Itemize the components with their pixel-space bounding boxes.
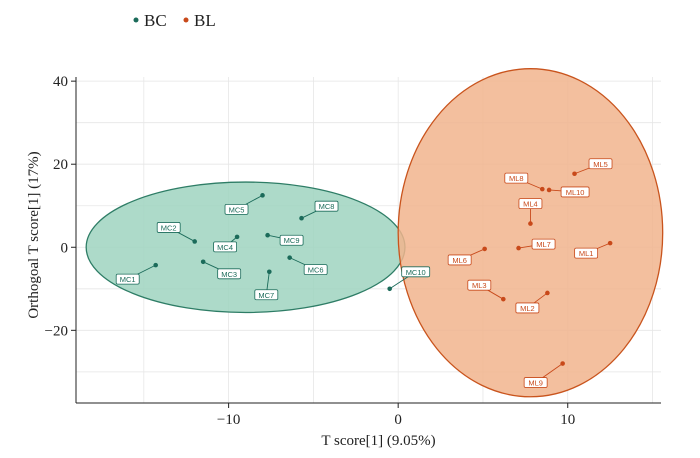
point-label-box bbox=[254, 289, 279, 301]
point-label: ML10 bbox=[566, 188, 585, 197]
point-label-box bbox=[217, 268, 242, 280]
point-label: MC8 bbox=[319, 202, 335, 211]
point-label: ML7 bbox=[536, 240, 551, 249]
y-tick-label: 0 bbox=[61, 240, 69, 256]
point-label: ML5 bbox=[593, 160, 608, 169]
data-point bbox=[545, 290, 550, 296]
point-label-box bbox=[401, 266, 431, 278]
data-point bbox=[260, 193, 265, 198]
x-tick-label: 10 bbox=[560, 412, 575, 428]
legend-marker-bc bbox=[133, 17, 139, 23]
data-point bbox=[192, 239, 197, 244]
point-label-box bbox=[447, 254, 472, 266]
y-tick-label: −20 bbox=[45, 323, 68, 339]
point-label-box bbox=[531, 238, 556, 250]
point-label-box bbox=[303, 264, 328, 276]
point-label-box bbox=[213, 241, 237, 253]
point-label: MC10 bbox=[406, 268, 426, 277]
x-axis-title: T score[1] (9.05%) bbox=[321, 433, 435, 449]
point-label-box bbox=[314, 200, 339, 212]
point-label: MC5 bbox=[229, 205, 245, 214]
data-point bbox=[501, 296, 506, 302]
data-point bbox=[560, 361, 565, 366]
point-label: ML6 bbox=[452, 256, 467, 265]
point-label: MC7 bbox=[258, 291, 274, 300]
point-label-box bbox=[523, 377, 548, 388]
data-point bbox=[267, 269, 272, 275]
data-point bbox=[546, 187, 552, 193]
point-label-box bbox=[156, 222, 181, 233]
point-label-box bbox=[515, 302, 540, 314]
data-point bbox=[200, 259, 206, 265]
data-point bbox=[528, 221, 533, 226]
point-label: ML3 bbox=[472, 281, 487, 290]
point-label-box bbox=[279, 234, 304, 246]
data-point bbox=[299, 215, 304, 221]
data-point bbox=[287, 255, 292, 260]
data-point bbox=[482, 246, 487, 252]
data-point bbox=[234, 234, 240, 240]
point-label: MC6 bbox=[308, 266, 324, 275]
point-label: MC1 bbox=[120, 275, 136, 284]
point-label-box bbox=[518, 198, 543, 209]
y-tick-label: 40 bbox=[53, 74, 68, 90]
point-label-box bbox=[224, 203, 249, 215]
data-point bbox=[265, 232, 270, 238]
confidence-ellipse-bc bbox=[85, 181, 406, 314]
series-bc: MC1 MC2 MC3 MC4 MC5 MC6 MC7 MC8 MC9 MC10 bbox=[115, 193, 431, 301]
data-point bbox=[387, 286, 392, 292]
point-label-box bbox=[467, 279, 492, 291]
y-tick-label: 20 bbox=[53, 157, 68, 173]
data-point bbox=[516, 245, 521, 251]
point-label-box bbox=[588, 158, 613, 170]
point-label-box bbox=[560, 186, 590, 198]
data-point bbox=[607, 240, 613, 246]
data-point bbox=[153, 262, 158, 268]
legend-label-bl: BL bbox=[194, 11, 216, 30]
data-point bbox=[540, 186, 545, 192]
series-bl: ML1 ML2 ML3 ML4 ML5 ML6 ML7 ML8 ML9 ML10 bbox=[447, 158, 613, 388]
point-label: MC3 bbox=[221, 270, 237, 279]
point-label-box bbox=[574, 247, 599, 259]
legend: BC BL bbox=[133, 11, 216, 30]
data-point bbox=[572, 171, 577, 177]
y-axis-title: Orthogoal T score[1] (17%) bbox=[26, 151, 42, 318]
point-label: MC9 bbox=[284, 236, 300, 245]
point-label: ML4 bbox=[523, 200, 538, 209]
confidence-ellipse-bl bbox=[397, 68, 664, 398]
point-label-box bbox=[504, 172, 529, 184]
x-tick-label: 0 bbox=[394, 412, 402, 428]
point-label: MC4 bbox=[217, 243, 233, 252]
point-label: ML2 bbox=[520, 304, 535, 313]
legend-marker-bl bbox=[183, 17, 189, 23]
point-label: ML1 bbox=[579, 249, 594, 258]
point-label: ML8 bbox=[509, 174, 524, 183]
x-tick-label: −10 bbox=[217, 412, 240, 428]
legend-label-bc: BC bbox=[144, 11, 167, 30]
point-label-box bbox=[115, 273, 140, 285]
point-label: MC2 bbox=[161, 223, 177, 232]
point-label: ML9 bbox=[528, 379, 543, 388]
